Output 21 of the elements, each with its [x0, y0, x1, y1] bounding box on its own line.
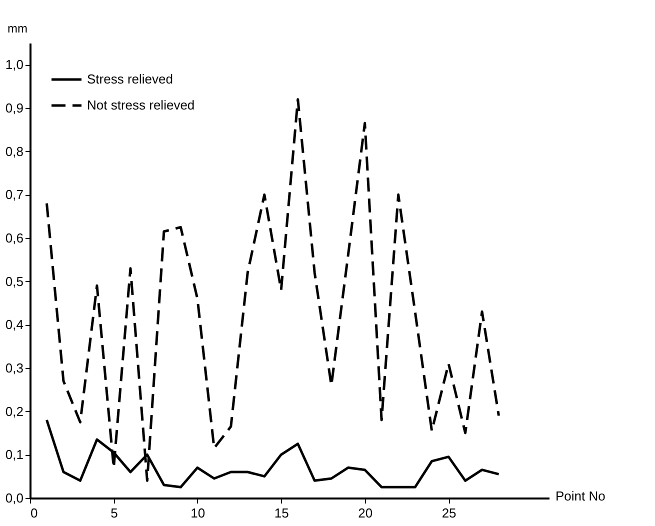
- x-axis-title: Point No: [556, 488, 606, 504]
- x-tick-label: 10: [190, 506, 206, 520]
- y-tick-label: 0,5: [5, 274, 24, 289]
- y-tick-label: 0,9: [5, 100, 24, 116]
- y-tick-label: 0,4: [5, 317, 24, 332]
- legend-label: Not stress relieved: [87, 98, 195, 112]
- x-tick-label: 0: [30, 506, 38, 520]
- x-tick-label: 5: [110, 506, 118, 520]
- y-tick-label: 0,8: [5, 144, 24, 159]
- x-tick-label: 20: [358, 506, 373, 520]
- y-tick-label: 0,0: [5, 490, 24, 506]
- y-tick-label: 0,6: [5, 230, 24, 246]
- y-tick-label: 1,0: [5, 57, 24, 72]
- y-tick-label: 0,3: [5, 360, 24, 376]
- y-axis-title: mm: [8, 22, 28, 36]
- y-tick-label: 0,7: [5, 187, 24, 202]
- y-tick-label: 0,1: [5, 447, 24, 462]
- x-tick-label: 25: [442, 506, 456, 520]
- legend-label: Stress relieved: [87, 72, 173, 86]
- x-tick-label: 15: [274, 506, 289, 520]
- y-tick-label: 0,2: [5, 404, 24, 419]
